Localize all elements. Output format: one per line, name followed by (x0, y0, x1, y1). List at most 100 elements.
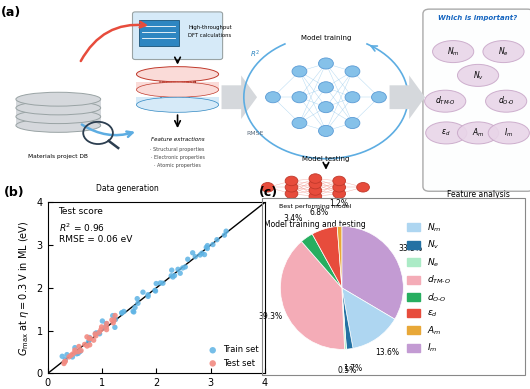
Text: 0.5%: 0.5% (337, 366, 357, 375)
Test set (102, 321, 111, 327)
Train set (76, 349, 84, 355)
Train set (158, 280, 167, 286)
FancyBboxPatch shape (132, 12, 223, 60)
Text: (a): (a) (1, 6, 21, 19)
Text: 33.5%: 33.5% (398, 244, 422, 253)
Train set (209, 242, 217, 248)
Text: 1.2%: 1.2% (329, 198, 348, 208)
Train set (102, 321, 110, 327)
Test set (90, 337, 98, 343)
Polygon shape (16, 115, 101, 124)
Circle shape (292, 117, 307, 128)
Train set (167, 267, 176, 273)
Text: $d_{TM\text{-}O}$: $d_{TM\text{-}O}$ (435, 95, 455, 107)
FancyBboxPatch shape (423, 9, 530, 191)
Text: · Electronic properties: · Electronic properties (151, 155, 205, 160)
Train set (120, 308, 128, 315)
Train set (63, 352, 71, 358)
Circle shape (285, 182, 298, 192)
Circle shape (319, 125, 333, 137)
Text: $N_m$: $N_m$ (447, 46, 460, 58)
Ellipse shape (137, 97, 218, 112)
Test set (86, 335, 94, 341)
Ellipse shape (16, 92, 101, 106)
Text: $I_m$: $I_m$ (504, 127, 514, 139)
Train set (144, 293, 152, 300)
Train set (139, 289, 147, 295)
Text: Feature extractions: Feature extractions (151, 137, 205, 142)
Train set (181, 264, 190, 270)
Wedge shape (342, 288, 395, 348)
Polygon shape (222, 75, 257, 119)
Train set (196, 252, 205, 258)
Text: 1.7%: 1.7% (343, 364, 362, 373)
Train set (167, 273, 175, 279)
Text: Model testing: Model testing (302, 156, 350, 162)
Circle shape (309, 174, 322, 183)
Wedge shape (337, 226, 342, 288)
Train set (213, 237, 221, 243)
FancyArrowPatch shape (225, 92, 244, 103)
Train set (91, 330, 100, 336)
Test set (109, 320, 118, 326)
Ellipse shape (488, 122, 529, 144)
Text: $d_{O\text{-}O}$: $d_{O\text{-}O}$ (498, 95, 515, 107)
Train set (95, 331, 104, 337)
Text: Target data: Target data (158, 79, 197, 84)
Text: RMSE = 0.06 eV: RMSE = 0.06 eV (58, 235, 132, 244)
Ellipse shape (137, 82, 218, 97)
Train set (174, 266, 182, 272)
Text: · Atomic properties: · Atomic properties (154, 163, 201, 168)
Train set (179, 265, 187, 271)
Test set (110, 317, 118, 323)
Text: High-throughput: High-throughput (188, 25, 232, 30)
Train set (222, 228, 231, 234)
Ellipse shape (432, 40, 474, 63)
Text: 3.4%: 3.4% (284, 214, 303, 223)
Wedge shape (342, 288, 353, 349)
Train set (152, 280, 161, 287)
Text: Model training and testing: Model training and testing (264, 220, 366, 229)
Text: $\varepsilon_d$: $\varepsilon_d$ (441, 128, 451, 138)
Circle shape (292, 66, 307, 77)
Text: $N_e$: $N_e$ (498, 46, 509, 58)
Text: · Structural properties: · Structural properties (151, 147, 205, 152)
Text: (b): (b) (4, 186, 25, 199)
Text: 6.8%: 6.8% (310, 208, 329, 217)
Train set (85, 336, 94, 343)
Ellipse shape (137, 67, 218, 82)
Y-axis label: $G_{\mathrm{max}}$ at $\eta = 0.3$ V in ML (eV): $G_{\mathrm{max}}$ at $\eta = 0.3$ V in … (17, 220, 31, 356)
Test set (85, 342, 94, 348)
Text: Best performing model: Best performing model (279, 204, 351, 209)
Text: Model training: Model training (301, 35, 351, 41)
Test set (97, 327, 105, 333)
Test set (70, 347, 79, 353)
Test set (91, 331, 99, 337)
Train set (131, 304, 139, 310)
Text: Feature analysis: Feature analysis (447, 190, 509, 199)
Circle shape (292, 92, 307, 103)
Train set (170, 272, 179, 279)
Train set (134, 300, 142, 307)
Test set (83, 343, 91, 349)
Polygon shape (16, 98, 101, 106)
Test set (83, 334, 91, 340)
Circle shape (319, 82, 333, 93)
Ellipse shape (16, 118, 101, 132)
Text: $N_v$: $N_v$ (473, 69, 483, 82)
Test set (75, 343, 83, 350)
Train set (118, 310, 126, 316)
Train set (58, 353, 66, 359)
Circle shape (309, 179, 322, 189)
Test set (111, 312, 119, 319)
Train set (111, 324, 119, 330)
Train set (109, 312, 117, 319)
Test set (102, 324, 111, 330)
Circle shape (357, 182, 369, 192)
Text: Which is important?: Which is important? (438, 15, 518, 21)
FancyBboxPatch shape (139, 20, 179, 46)
Train set (68, 354, 77, 360)
Ellipse shape (457, 122, 499, 144)
Train set (118, 310, 126, 316)
Train set (220, 232, 228, 238)
